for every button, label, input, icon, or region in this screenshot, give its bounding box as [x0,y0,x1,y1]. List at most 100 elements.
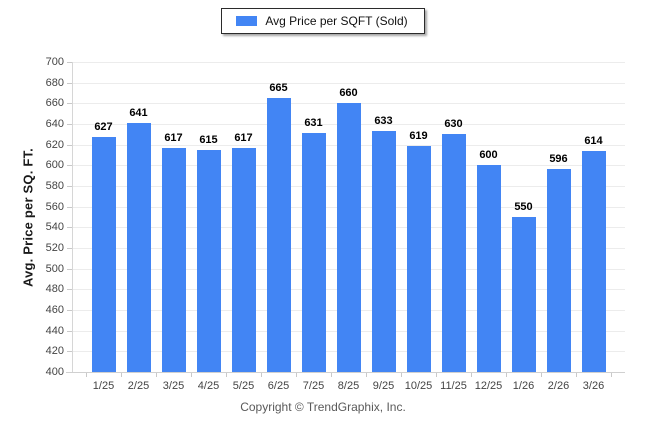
x-tick-label: 4/25 [197,380,220,392]
y-tick [67,206,72,208]
bar-value-label: 619 [409,129,428,142]
x-tick-label: 1/25 [92,380,115,392]
x-tick [366,373,367,377]
y-tick-label: 540 [45,221,64,234]
bar [336,103,361,372]
x-tick-label: 6/25 [267,380,290,392]
bar-value-label: 615 [199,133,218,146]
bar-value-label: 596 [549,153,568,166]
y-tick-label: 420 [45,345,64,358]
x-tick-label: 12/25 [474,380,503,392]
x-tick-label: 9/25 [372,380,395,392]
x-tick [86,373,87,377]
bar-value-label: 665 [269,82,288,95]
bar-value-label: 550 [514,201,533,213]
bar [196,149,221,372]
x-tick [576,373,577,377]
y-tick-label: 660 [45,97,64,110]
bar-value-label: 630 [444,118,463,131]
y-tick [67,62,72,63]
legend-swatch-icon [236,16,258,26]
y-tick-label: 400 [45,366,64,378]
legend: Avg Price per SQFT (Sold) [0,8,646,34]
x-tick [296,373,297,377]
bar [231,147,256,372]
x-axis-line [66,372,625,373]
x-tick-label: 5/25 [232,380,255,392]
y-tick-label: 700 [45,56,64,68]
bar [126,122,151,372]
y-tick-label: 440 [45,324,64,337]
y-tick [67,289,72,291]
legend-box: Avg Price per SQFT (Sold) [221,8,425,34]
x-tick [261,373,262,377]
bar-value-label: 631 [304,117,323,130]
bar-value-label: 614 [584,134,603,147]
bar-value-label: 617 [164,131,183,144]
x-tick [401,373,402,377]
y-tick-label: 480 [45,283,64,296]
bar [266,98,291,372]
bar-value-label: 617 [234,131,253,144]
bar-value-label: 600 [479,149,498,162]
x-tick-label: 7/25 [302,380,325,392]
bar [476,165,501,372]
y-tick-label: 500 [45,262,64,275]
y-axis-line [72,62,73,372]
bar [581,150,606,372]
y-tick [67,124,72,125]
y-tick-label: 520 [45,242,64,254]
y-tick-label: 620 [45,138,64,151]
x-tick [191,373,192,377]
copyright-text: Copyright © TrendGraphix, Inc. [240,400,406,414]
y-tick [67,144,72,146]
y-tick-label: 640 [45,118,64,130]
y-tick [67,165,72,167]
y-gridline [72,62,625,63]
y-tick [67,330,72,332]
y-tick-label: 600 [45,159,64,172]
y-tick-label: 580 [45,180,64,192]
x-tick-label: 2/26 [547,380,570,392]
y-tick [67,82,72,84]
x-tick [121,373,122,377]
x-tick-label: 1/26 [512,380,535,392]
x-tick-label: 10/25 [404,380,433,392]
bar-value-label: 633 [374,115,393,128]
bar [511,217,536,372]
y-tick-label: 560 [45,200,64,213]
bar-value-label: 660 [339,87,358,100]
x-tick-label: 2/25 [127,380,150,392]
x-tick-label: 11/25 [440,380,467,392]
bar [441,134,466,372]
bar-value-label: 627 [94,121,113,134]
x-tick [471,373,472,377]
bar [546,169,571,372]
x-tick [226,373,227,377]
y-tick [67,268,72,270]
x-tick [541,373,542,377]
y-tick [67,351,72,353]
bar [301,133,326,372]
x-tick-label: 3/26 [582,380,605,392]
bar-value-label: 641 [129,106,148,119]
bar [161,147,186,372]
x-tick [611,373,612,377]
bar [371,131,396,372]
bar [91,137,116,372]
bar [406,145,431,372]
legend-label: Avg Price per SQFT (Sold) [265,14,408,28]
y-tick [67,186,72,187]
y-tick-label: 680 [45,76,64,89]
y-tick [67,103,72,105]
y-tick-label: 460 [45,304,64,316]
x-tick-label: 3/25 [162,380,185,392]
y-tick [67,227,72,229]
x-tick [506,373,507,377]
x-tick-label: 8/25 [337,380,360,392]
x-tick [331,373,332,377]
y-tick [67,310,72,311]
x-tick [436,373,437,377]
